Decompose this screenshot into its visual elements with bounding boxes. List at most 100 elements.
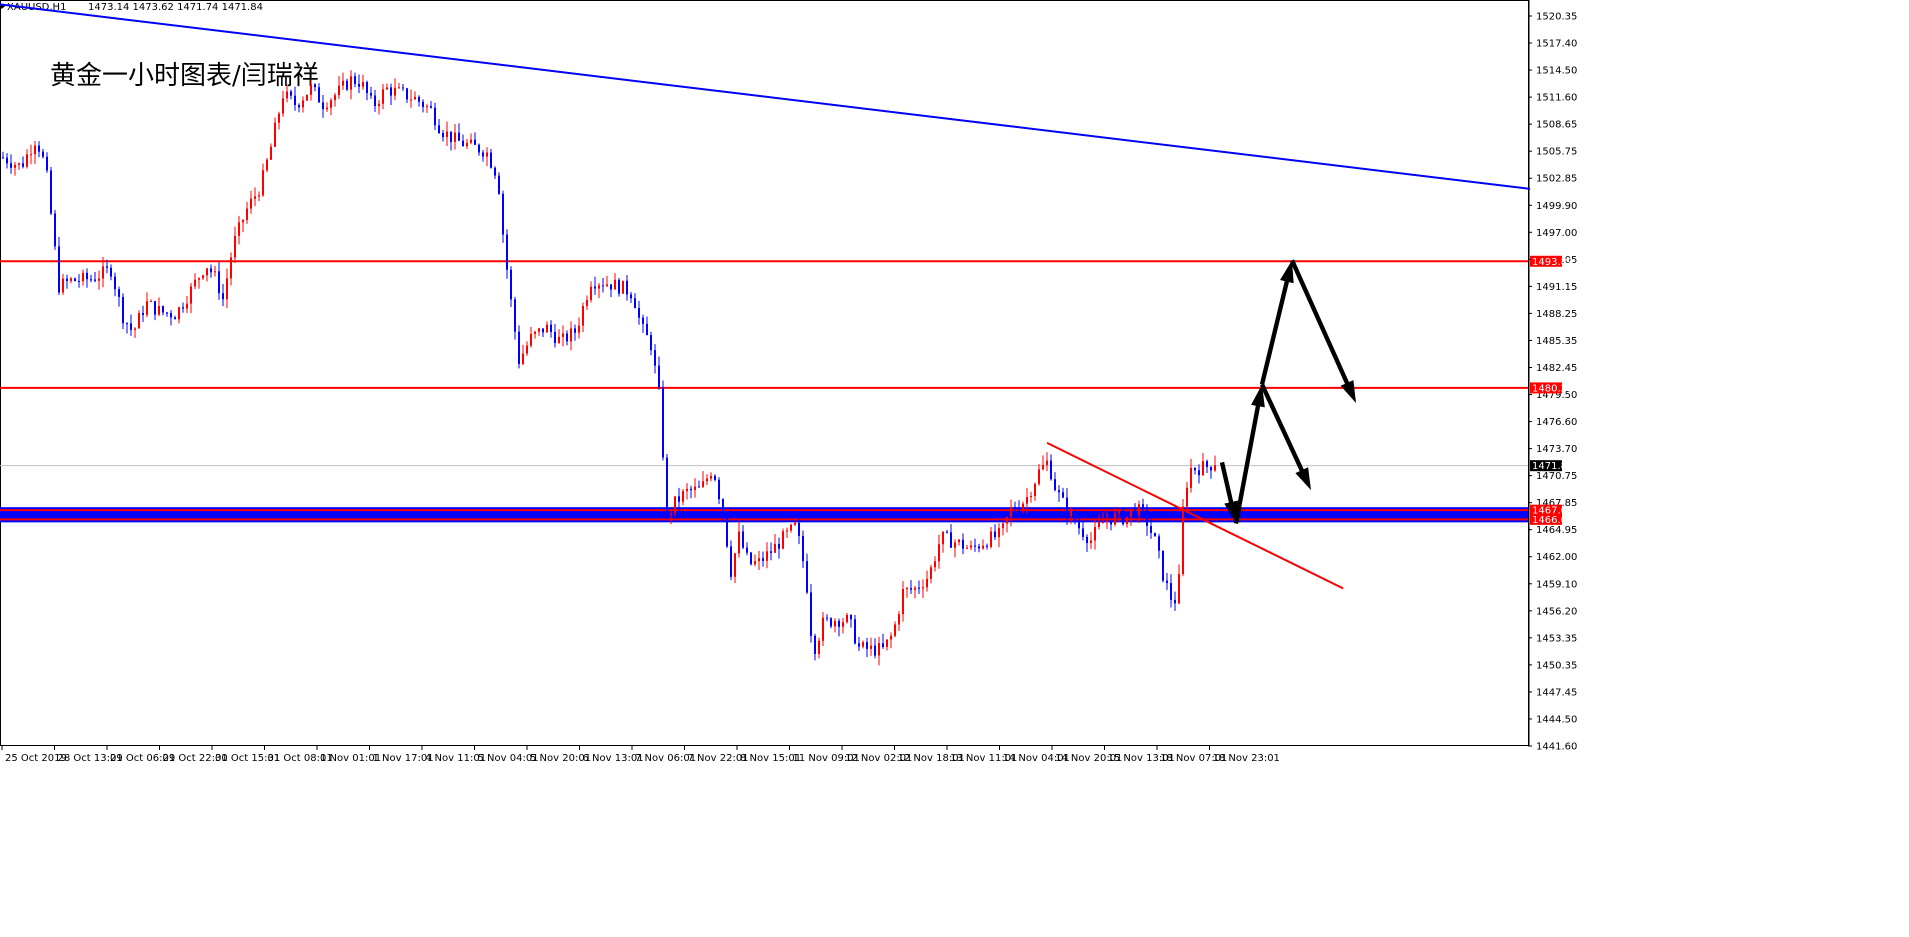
candle-body bbox=[130, 323, 132, 330]
candle-body bbox=[1086, 536, 1088, 544]
price-label-box bbox=[1530, 382, 1562, 394]
candle-body bbox=[1170, 583, 1172, 600]
candle-body bbox=[654, 350, 656, 366]
candle-body bbox=[766, 551, 768, 561]
candle-body bbox=[902, 589, 904, 615]
x-tick-label: 1 Nov 01:01 bbox=[320, 753, 381, 764]
x-tick-label: 18 Nov 07:01 bbox=[1160, 753, 1227, 764]
candle-body bbox=[234, 235, 236, 258]
symbol-header: XAUUSD,H1 1473.14 1473.62 1471.74 1471.8… bbox=[1, 2, 263, 13]
candle-body bbox=[214, 271, 216, 273]
candle-body bbox=[650, 335, 652, 351]
candle-body bbox=[590, 286, 592, 301]
candle-body bbox=[1174, 599, 1176, 604]
candle-body bbox=[206, 268, 208, 276]
candle-body bbox=[1078, 522, 1080, 529]
candle-body bbox=[1066, 497, 1068, 517]
y-tick-label: 1462.00 bbox=[1536, 552, 1577, 563]
candle-body bbox=[458, 132, 460, 141]
candle-body bbox=[574, 328, 576, 333]
candle-body bbox=[1014, 506, 1016, 510]
candle-body bbox=[1130, 509, 1132, 517]
candle-body bbox=[846, 615, 848, 623]
candle-body bbox=[834, 620, 836, 627]
candle-body bbox=[1122, 510, 1124, 525]
candle-body bbox=[626, 280, 628, 295]
candle-body bbox=[638, 308, 640, 318]
candle-body bbox=[14, 164, 16, 168]
candle-body bbox=[146, 301, 148, 315]
y-axis-ticks: 1520.35 1517.40 1514.50 1511.60 1508.65 1505.… bbox=[1528, 12, 1577, 753]
candle-body bbox=[782, 531, 784, 549]
x-tick-label: 8 Nov 15:01 bbox=[740, 753, 801, 764]
candle-body bbox=[714, 475, 716, 480]
candle-body bbox=[26, 154, 28, 167]
candle-body bbox=[478, 144, 480, 153]
candle-body bbox=[710, 475, 712, 479]
candle-body bbox=[1102, 522, 1104, 524]
candle-body bbox=[582, 306, 584, 326]
x-tick-label: 29 Oct 22:01 bbox=[163, 753, 228, 764]
candle-body bbox=[394, 87, 396, 96]
candle-body bbox=[150, 301, 152, 303]
candle-body bbox=[422, 101, 424, 107]
candle-body bbox=[558, 336, 560, 344]
candle-body bbox=[262, 170, 264, 196]
candle-body bbox=[878, 643, 880, 656]
y-tick-label: 1485.35 bbox=[1536, 336, 1577, 347]
y-tick-label: 1499.90 bbox=[1536, 201, 1577, 212]
candle-body bbox=[770, 551, 772, 553]
x-tick-label: 14 Nov 20:01 bbox=[1055, 753, 1122, 764]
candle-body bbox=[530, 333, 532, 346]
candle-body bbox=[866, 642, 868, 649]
candle-body bbox=[446, 131, 448, 138]
candle-body bbox=[810, 592, 812, 636]
x-tick-label: 30 Oct 15:01 bbox=[215, 753, 280, 764]
candle-body bbox=[666, 457, 668, 515]
candle-body bbox=[298, 104, 300, 108]
candle-body bbox=[22, 163, 24, 167]
candle-body bbox=[606, 284, 608, 286]
candle-body bbox=[102, 266, 104, 279]
candle-body bbox=[1042, 464, 1044, 470]
candle-body bbox=[286, 91, 288, 99]
candle-body bbox=[434, 107, 436, 126]
candle-body bbox=[94, 279, 96, 281]
y-tick-label: 1473.70 bbox=[1536, 444, 1577, 455]
header-symbol: XAUUSD,H1 bbox=[7, 2, 66, 13]
candle-body bbox=[118, 289, 120, 297]
candle-body bbox=[742, 531, 744, 548]
candle-body bbox=[934, 561, 936, 568]
candle-body bbox=[350, 76, 352, 90]
candle-body bbox=[790, 524, 792, 531]
projection-arrow bbox=[1289, 259, 1356, 404]
candle-body bbox=[734, 553, 736, 577]
candle-body bbox=[738, 531, 740, 554]
candle-body bbox=[1094, 527, 1096, 541]
candle-body bbox=[538, 328, 540, 332]
trendline-red-descending bbox=[1046, 441, 1344, 590]
candle-body bbox=[662, 387, 664, 458]
candle-body bbox=[1206, 461, 1208, 467]
candle-body bbox=[270, 146, 272, 160]
candle-body bbox=[970, 545, 972, 548]
candle-body bbox=[322, 102, 324, 110]
candle-body bbox=[50, 170, 52, 214]
candle-body bbox=[354, 76, 356, 84]
candle-body bbox=[858, 643, 860, 647]
candle-body bbox=[726, 514, 728, 547]
candle-body bbox=[154, 301, 156, 315]
candle-body bbox=[454, 132, 456, 142]
y-tick-label: 1488.25 bbox=[1536, 309, 1577, 320]
candle-body bbox=[222, 293, 224, 300]
candle-body bbox=[1154, 532, 1156, 537]
candle-body bbox=[134, 328, 136, 330]
candle-body bbox=[362, 81, 364, 87]
candle-body bbox=[330, 100, 332, 108]
candle-body bbox=[1198, 470, 1200, 476]
candle-body bbox=[194, 279, 196, 287]
price-label-text: 1480.23 bbox=[1532, 383, 1573, 394]
candle-body bbox=[762, 558, 764, 561]
